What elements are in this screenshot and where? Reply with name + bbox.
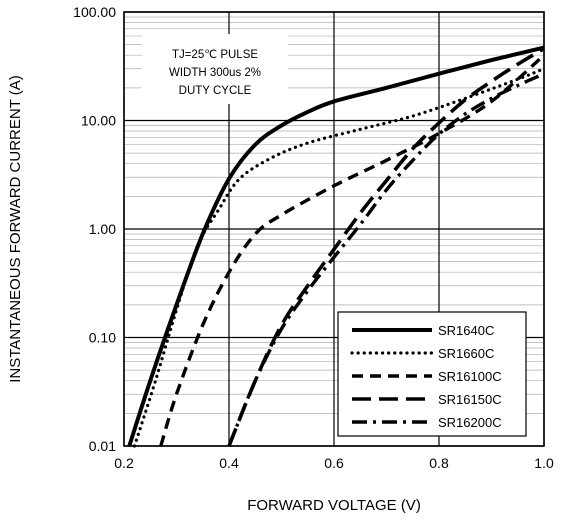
legend-box: [337, 311, 527, 437]
x-tick-label: 0.4: [219, 455, 239, 471]
series-line-sr16200c: [227, 72, 545, 447]
annotation-line-2: WIDTH 300us 2%: [169, 67, 261, 79]
plot-frame: [123, 11, 545, 447]
legend: SR1640C SR1660C SR16100C SR16150C SR16200C: [350, 323, 502, 430]
x-tick-label: 1.0: [534, 455, 554, 471]
x-tick-label: 0.6: [324, 455, 344, 471]
legend-label: SR16150C: [438, 392, 502, 407]
legend-label: SR1640C: [438, 323, 494, 338]
x-tick-label: 0.2: [114, 455, 134, 471]
y-tick-label: 0.10: [89, 330, 116, 346]
y-tick-label: 10.00: [81, 113, 116, 129]
x-axis-title: FORWARD VOLTAGE (V): [247, 497, 421, 514]
y-tick-label: 1.00: [89, 221, 116, 237]
legend-label: SR16200C: [438, 415, 502, 430]
legend-label: SR16100C: [438, 369, 502, 384]
annotation-line-3: DUTY CYCLE: [179, 85, 252, 97]
y-tick-label: 100.00: [73, 4, 116, 20]
x-tick-label: 0.8: [429, 455, 449, 471]
y-tick-label: 0.01: [89, 438, 116, 454]
series-line-sr16150c: [227, 47, 545, 447]
y-axis-title: INSTANTANEOUS FORWARD CURRENT (A): [7, 75, 24, 383]
series-lines: [127, 45, 546, 448]
series-line-sr1660c: [132, 67, 546, 448]
legend-label: SR1660C: [438, 346, 494, 361]
annotation-line-1: TJ=25℃ PULSE: [172, 49, 258, 61]
annotation-box: [142, 34, 288, 104]
tick-labels: 0.2 0.4 0.6 0.8 1.0 0.01 0.10 1.00 10.00 100.00: [73, 4, 554, 471]
series-line-sr1640c: [127, 45, 545, 447]
